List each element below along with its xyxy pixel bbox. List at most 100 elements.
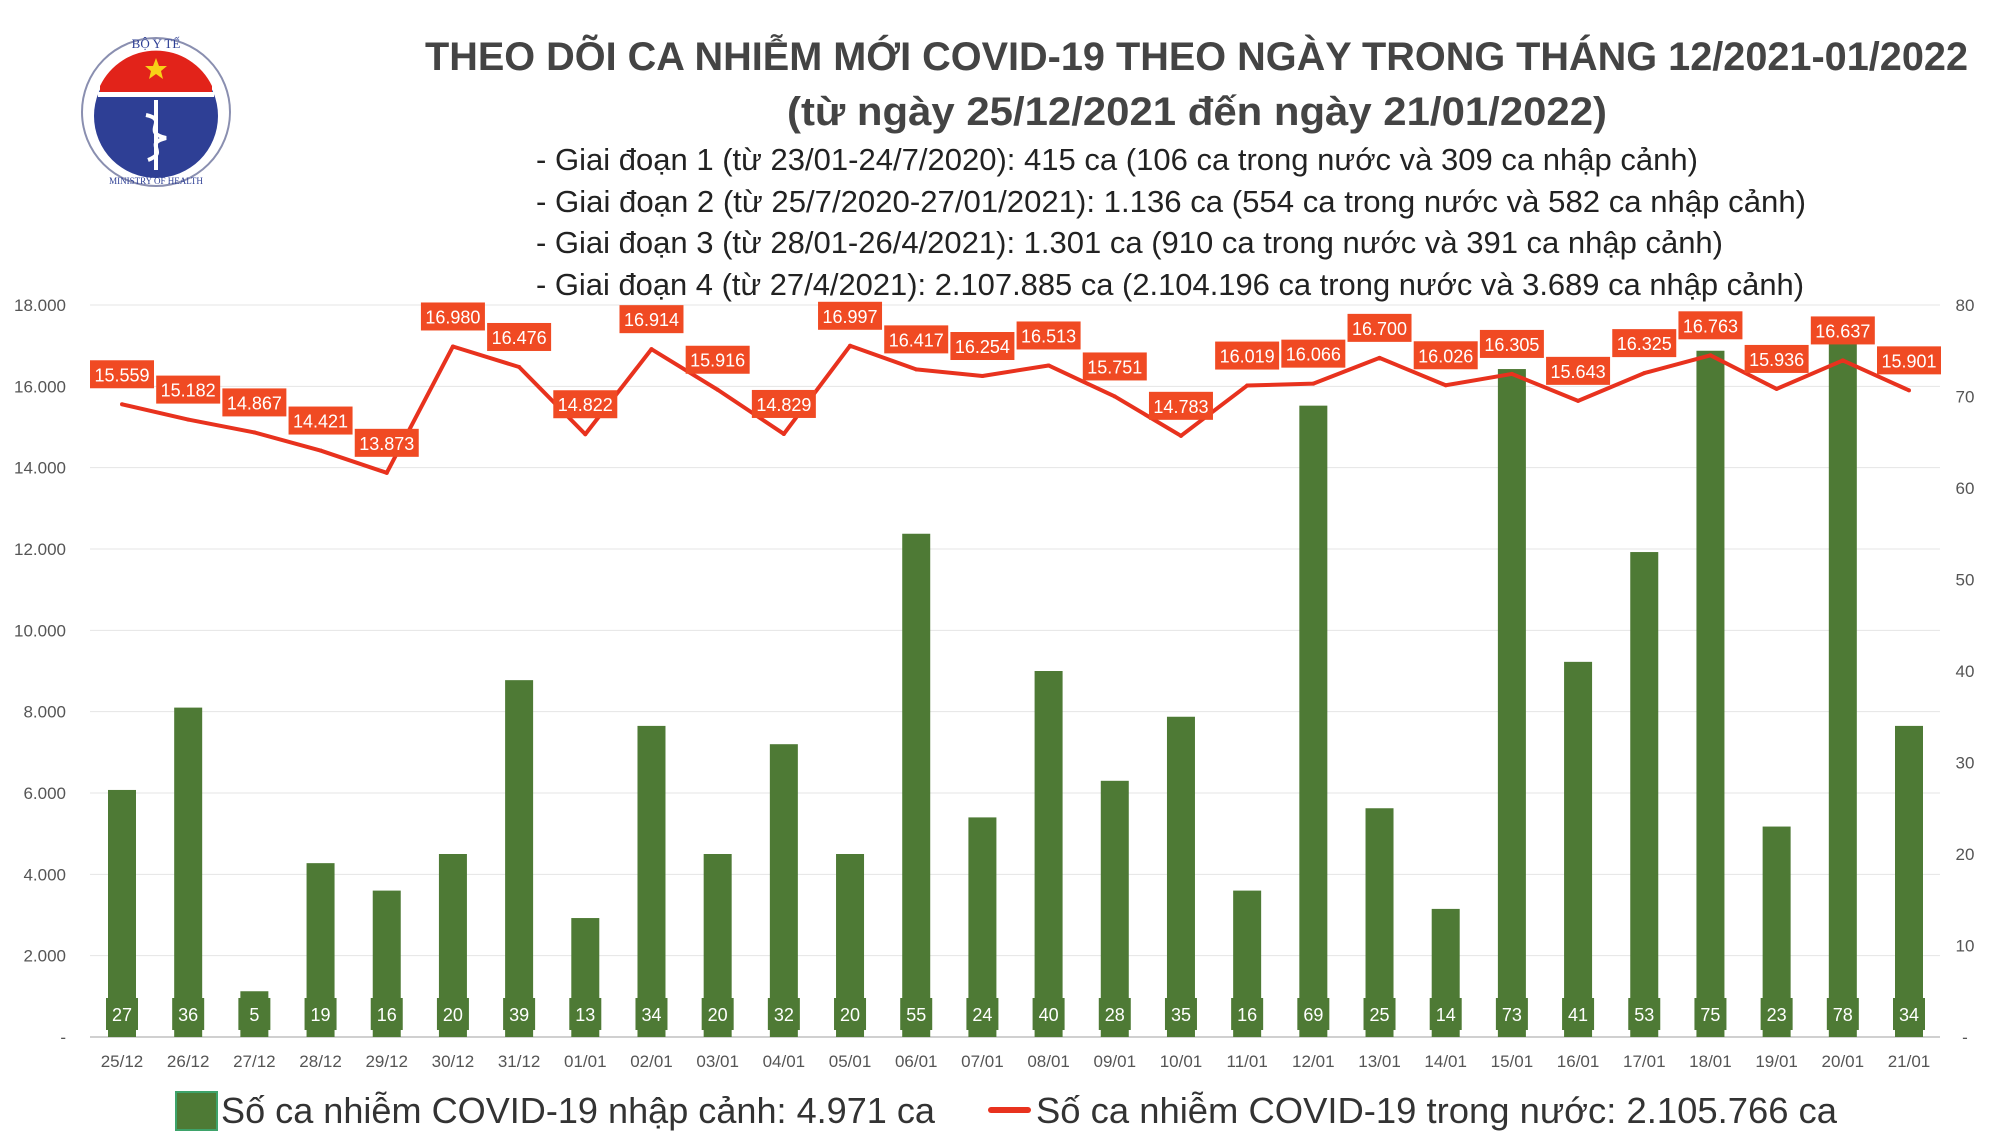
line-point xyxy=(384,470,389,475)
line-data-label: 13.873 xyxy=(359,434,414,454)
line-point xyxy=(848,343,853,348)
line-point xyxy=(318,448,323,453)
x-tick-label: 10/01 xyxy=(1160,1052,1203,1071)
bar-label-box xyxy=(1562,998,1595,1030)
line-data-label: 15.916 xyxy=(690,351,745,371)
line-point xyxy=(252,430,257,435)
legend-swatch-line xyxy=(988,1107,1031,1113)
left-tick-label: 14.000 xyxy=(14,459,66,478)
line-data-label: 14.829 xyxy=(756,395,811,415)
bar-data-label: 73 xyxy=(1502,1005,1522,1025)
bar xyxy=(902,533,931,1037)
bar-data-label: 19 xyxy=(311,1005,331,1025)
bar-data-label: 27 xyxy=(112,1005,132,1025)
x-tick-label: 28/12 xyxy=(299,1052,342,1071)
line-label-box xyxy=(751,389,816,418)
line-label-box xyxy=(1877,346,1941,375)
bar-label-box xyxy=(1628,998,1661,1030)
bar-data-label: 78 xyxy=(1833,1005,1853,1025)
bar xyxy=(1696,350,1725,1037)
line-point xyxy=(1840,358,1845,363)
left-tick-label: 2.000 xyxy=(23,947,66,966)
line-data-label: 15.901 xyxy=(1881,351,1936,371)
line-label-box xyxy=(354,428,419,457)
line-data-label: 16.763 xyxy=(1683,316,1738,336)
line-data-label: 15.751 xyxy=(1087,357,1142,377)
line-data-label: 14.421 xyxy=(293,412,348,432)
line-data-label: 16.254 xyxy=(955,337,1010,357)
line-data-label: 16.997 xyxy=(823,307,878,327)
line-point xyxy=(1907,388,1911,393)
bar-data-label: 55 xyxy=(906,1005,926,1025)
bar-label-box xyxy=(1694,998,1727,1030)
ministry-logo: BỘ Y TẾ MINISTRY OF HEALTH xyxy=(81,36,231,187)
line-data-label: 16.417 xyxy=(889,330,944,350)
x-tick-label: 04/01 xyxy=(763,1052,806,1071)
x-tick-label: 26/12 xyxy=(167,1052,210,1071)
x-tick-label: 30/12 xyxy=(432,1052,475,1071)
bar xyxy=(108,789,136,1037)
line-point xyxy=(1112,394,1117,399)
line-point xyxy=(1311,381,1316,386)
bar-series: 27 36 5 19 16 20 39 13 34 20 32 20 55 24 40 28 35 16 69 25 1… xyxy=(106,323,1925,1037)
bar-label-box xyxy=(503,998,536,1030)
x-tick-label: 20/01 xyxy=(1822,1052,1865,1071)
line-label-box xyxy=(950,332,1015,361)
line-series: 15.559 15.182 14.867 14.421 13.873 16.980 16.4… xyxy=(90,301,1941,475)
x-tick-label: 14/01 xyxy=(1424,1052,1467,1071)
line-label-box xyxy=(1281,339,1346,368)
right-tick-label: 20 xyxy=(1956,845,1975,864)
line-label-box xyxy=(1016,321,1081,350)
legend-label-bar: Số ca nhiễm COVID-19 nhập cảnh: 4.971 ca xyxy=(221,1090,936,1131)
line-label-box xyxy=(1678,311,1743,340)
bar-label-box xyxy=(106,998,138,1030)
line-label-box xyxy=(1479,329,1544,358)
x-tick-label: 05/01 xyxy=(829,1052,872,1071)
bar-label-box xyxy=(1231,998,1264,1030)
line-data-label: 16.513 xyxy=(1021,326,1076,346)
left-tick-label: 6.000 xyxy=(23,784,66,803)
line-data-label: 16.476 xyxy=(492,328,547,348)
x-tick-label: 12/01 xyxy=(1292,1052,1335,1071)
bar xyxy=(769,744,798,1037)
bar-label-box xyxy=(569,998,602,1030)
bar-data-label: 20 xyxy=(840,1005,860,1025)
line-data-label: 15.559 xyxy=(94,365,149,385)
right-tick-label: 80 xyxy=(1956,296,1975,315)
bar-data-label: 14 xyxy=(1436,1005,1456,1025)
right-tick-label: 60 xyxy=(1956,479,1975,498)
bar xyxy=(1564,661,1593,1037)
right-tick-label: 70 xyxy=(1956,388,1975,407)
line-point xyxy=(1774,386,1779,391)
bar-label-box xyxy=(1760,998,1793,1030)
bar xyxy=(1299,405,1328,1037)
bar-label-box xyxy=(1495,998,1528,1030)
line-label-box xyxy=(156,375,221,404)
phase-4: - Giai đoạn 4 (từ 27/4/2021): 2.107.885 … xyxy=(536,267,1804,302)
line-data-label: 15.643 xyxy=(1551,362,1606,382)
line-data-label: 16.325 xyxy=(1617,334,1672,354)
bar-label-box xyxy=(635,998,668,1030)
bar-data-label: 34 xyxy=(1899,1005,1919,1025)
bar-data-label: 41 xyxy=(1568,1005,1588,1025)
line-label-box xyxy=(1082,352,1147,381)
line-data-label: 16.066 xyxy=(1286,345,1341,365)
bar xyxy=(174,707,203,1037)
bar-data-label: 24 xyxy=(972,1005,992,1025)
line-point xyxy=(583,432,588,437)
line-label-box xyxy=(288,406,353,435)
line-label-box xyxy=(1215,341,1280,370)
bar-label-box xyxy=(238,998,271,1030)
right-tick-label: 30 xyxy=(1956,754,1975,773)
bar-label-box xyxy=(172,998,205,1030)
line-label-box xyxy=(222,388,287,417)
line-point xyxy=(517,364,522,369)
chart-title: THEO DÕI CA NHIỄM MỚI COVID-19 THEO NGÀY… xyxy=(425,33,1968,79)
phase-1: - Giai đoạn 1 (từ 23/01-24/7/2020): 415 … xyxy=(536,142,1698,177)
left-tick-label: 8.000 xyxy=(23,703,66,722)
line-point xyxy=(1576,398,1581,403)
line-data-label: 16.980 xyxy=(425,307,480,327)
left-tick-label: 10.000 xyxy=(14,621,66,640)
line-label-box xyxy=(818,301,883,330)
line-point xyxy=(120,402,124,407)
